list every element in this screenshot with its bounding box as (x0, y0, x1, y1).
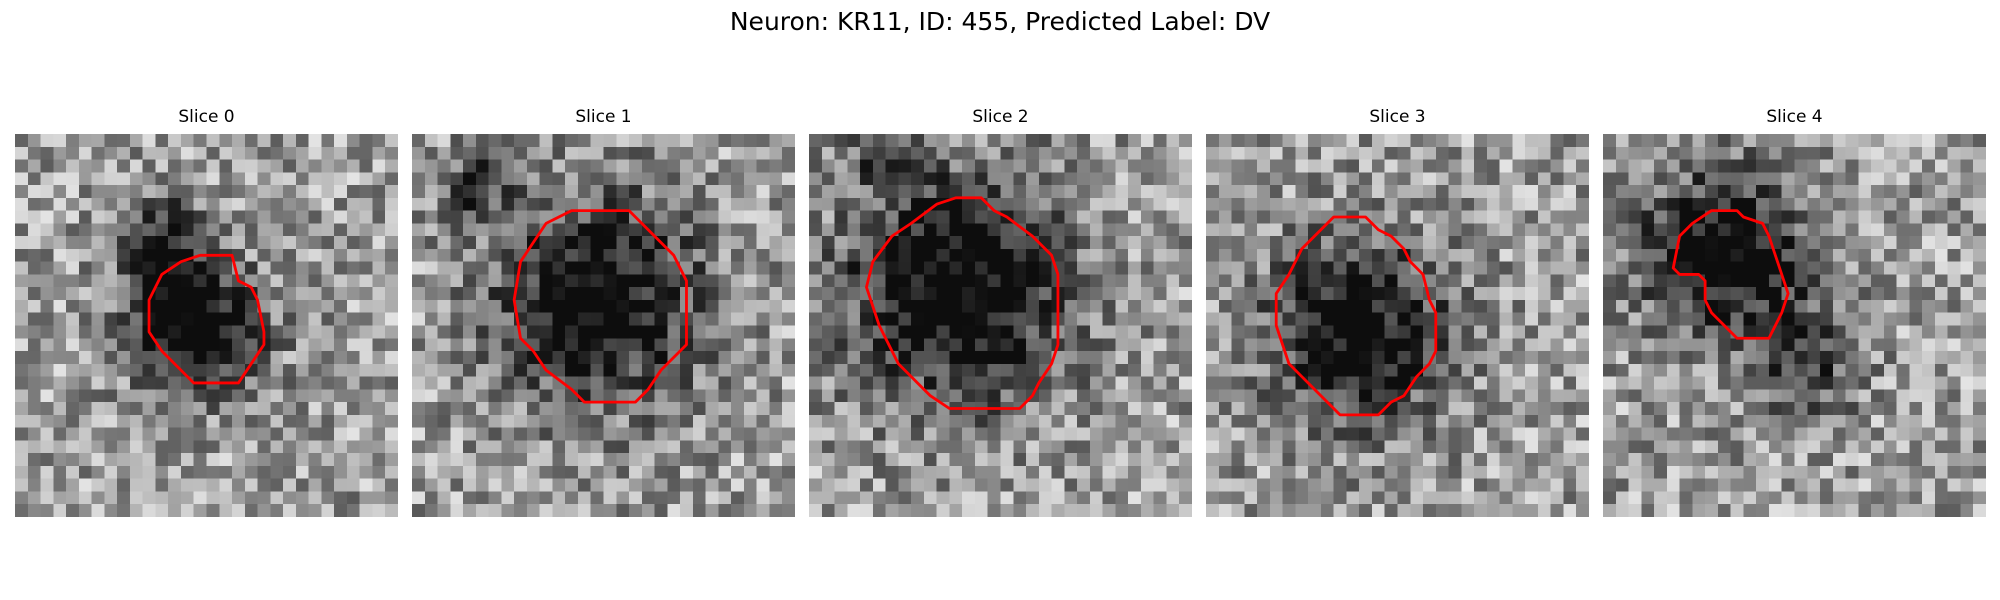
slice-panel-2: Slice 2 (809, 106, 1192, 517)
slice-title: Slice 0 (178, 107, 235, 127)
slice-panel-1: Slice 1 (412, 106, 795, 517)
roi-contour (1274, 215, 1438, 417)
slice-panel-4: Slice 4 (1603, 106, 1986, 517)
slice-title: Slice 4 (1766, 107, 1823, 127)
roi-contour (512, 209, 688, 404)
slice-title: Slice 1 (575, 107, 632, 127)
slice-image (809, 134, 1192, 517)
slice-panel-0: Slice 0 (15, 106, 398, 517)
roi-contour (865, 196, 1060, 410)
slice-image (1206, 134, 1589, 517)
slice-title: Slice 3 (1369, 107, 1426, 127)
roi-contour (147, 253, 266, 385)
slice-title: Slice 2 (972, 107, 1029, 127)
roi-contour (1671, 209, 1790, 340)
slice-image (15, 134, 398, 517)
slice-image (1603, 134, 1986, 517)
figure-title: Neuron: KR11, ID: 455, Predicted Label: … (729, 7, 1271, 36)
slice-panel-3: Slice 3 (1206, 106, 1589, 517)
slice-image (412, 134, 795, 517)
